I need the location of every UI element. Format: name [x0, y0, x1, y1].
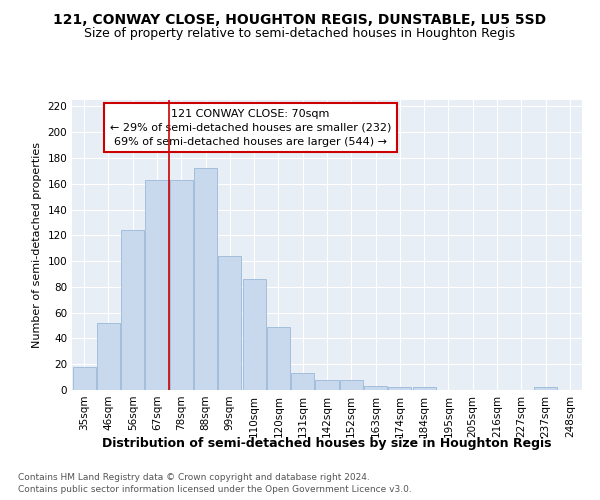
Bar [218, 256, 241, 390]
Bar [267, 327, 290, 390]
Bar [316, 380, 338, 390]
Text: Distribution of semi-detached houses by size in Houghton Regis: Distribution of semi-detached houses by … [102, 438, 552, 450]
Bar [121, 230, 144, 390]
Bar [242, 279, 266, 390]
Bar [145, 180, 169, 390]
Bar [413, 388, 436, 390]
Text: Contains public sector information licensed under the Open Government Licence v3: Contains public sector information licen… [18, 485, 412, 494]
Text: 121 CONWAY CLOSE: 70sqm
← 29% of semi-detached houses are smaller (232)
69% of s: 121 CONWAY CLOSE: 70sqm ← 29% of semi-de… [110, 108, 391, 146]
Text: Size of property relative to semi-detached houses in Houghton Regis: Size of property relative to semi-detach… [85, 28, 515, 40]
Bar [97, 323, 120, 390]
Bar [340, 380, 363, 390]
Bar [194, 168, 217, 390]
Y-axis label: Number of semi-detached properties: Number of semi-detached properties [32, 142, 42, 348]
Text: 121, CONWAY CLOSE, HOUGHTON REGIS, DUNSTABLE, LU5 5SD: 121, CONWAY CLOSE, HOUGHTON REGIS, DUNST… [53, 12, 547, 26]
Bar [534, 388, 557, 390]
Text: Contains HM Land Registry data © Crown copyright and database right 2024.: Contains HM Land Registry data © Crown c… [18, 472, 370, 482]
Bar [291, 373, 314, 390]
Bar [170, 180, 193, 390]
Bar [73, 367, 95, 390]
Bar [388, 388, 412, 390]
Bar [364, 386, 387, 390]
